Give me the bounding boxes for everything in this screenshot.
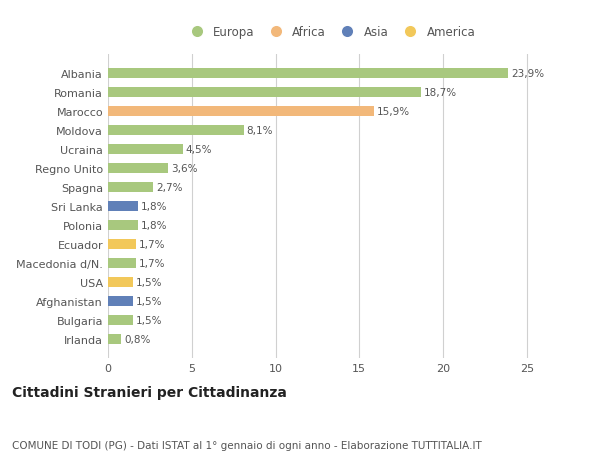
Bar: [108, 277, 133, 287]
Bar: [108, 239, 136, 250]
Bar: [108, 69, 508, 79]
Text: 1,8%: 1,8%: [140, 220, 167, 230]
Text: 4,5%: 4,5%: [186, 145, 212, 155]
Bar: [108, 88, 421, 98]
Bar: [108, 220, 138, 231]
Bar: [108, 334, 121, 344]
Bar: [108, 296, 133, 307]
Text: 1,7%: 1,7%: [139, 240, 166, 249]
Text: Cittadini Stranieri per Cittadinanza: Cittadini Stranieri per Cittadinanza: [12, 386, 287, 399]
Text: 23,9%: 23,9%: [511, 69, 544, 79]
Bar: [108, 315, 133, 325]
Bar: [108, 106, 374, 117]
Bar: [108, 126, 244, 136]
Text: 0,8%: 0,8%: [124, 334, 150, 344]
Bar: [108, 258, 136, 269]
Text: COMUNE DI TODI (PG) - Dati ISTAT al 1° gennaio di ogni anno - Elaborazione TUTTI: COMUNE DI TODI (PG) - Dati ISTAT al 1° g…: [12, 440, 482, 450]
Text: 8,1%: 8,1%: [246, 126, 273, 136]
Text: 2,7%: 2,7%: [156, 183, 182, 193]
Text: 1,5%: 1,5%: [136, 296, 162, 306]
Bar: [108, 182, 153, 193]
Text: 18,7%: 18,7%: [424, 88, 457, 98]
Text: 1,5%: 1,5%: [136, 277, 162, 287]
Text: 1,5%: 1,5%: [136, 315, 162, 325]
Bar: [108, 202, 138, 212]
Text: 3,6%: 3,6%: [171, 164, 197, 174]
Legend: Europa, Africa, Asia, America: Europa, Africa, Asia, America: [180, 22, 480, 44]
Text: 15,9%: 15,9%: [377, 107, 410, 117]
Text: 1,8%: 1,8%: [140, 202, 167, 212]
Bar: [108, 163, 169, 174]
Bar: [108, 145, 184, 155]
Text: 1,7%: 1,7%: [139, 258, 166, 269]
